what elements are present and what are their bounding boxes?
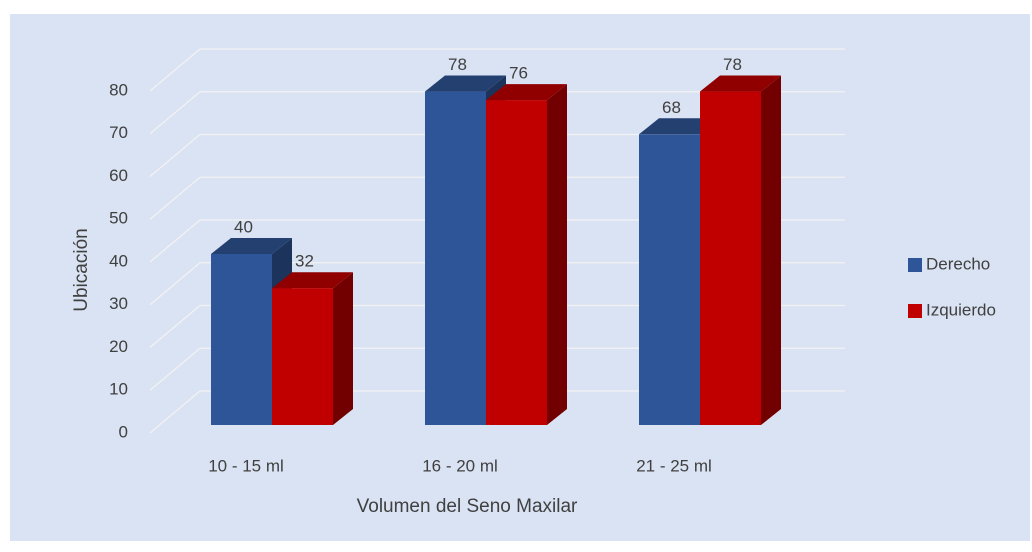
- grid-line: [149, 347, 201, 391]
- bar-face: [272, 288, 333, 425]
- grid-line: [149, 390, 201, 434]
- data-label: 76: [509, 64, 528, 83]
- grid-line: [149, 91, 201, 135]
- legend-label: Derecho: [926, 254, 990, 273]
- grid-line: [149, 262, 201, 306]
- bar-face: [700, 91, 761, 426]
- data-label: 68: [662, 98, 681, 117]
- bar-face: [700, 75, 781, 92]
- bar-face: [486, 100, 547, 425]
- data-label: 32: [295, 252, 314, 271]
- bar-face: [211, 238, 292, 254]
- bar-face: [639, 118, 720, 135]
- x-tick-label: 16 - 20 ml: [422, 456, 498, 475]
- grid-line: [149, 176, 201, 220]
- bar-face: [211, 254, 272, 425]
- data-label: 78: [723, 55, 742, 74]
- bar-face: [486, 84, 567, 101]
- bar-face: [639, 134, 700, 426]
- grid-line: [149, 134, 201, 177]
- data-label: 78: [448, 55, 467, 74]
- grid-line: [149, 219, 201, 263]
- y-tick-label: 40: [109, 251, 128, 270]
- bar-face: [761, 75, 781, 426]
- data-label: 40: [234, 217, 253, 236]
- grid-line: [149, 48, 201, 92]
- legend-swatch: [908, 258, 922, 272]
- y-axis-title: Ubicación: [71, 228, 92, 311]
- bar-face: [425, 91, 486, 426]
- bar: [272, 272, 353, 425]
- y-tick-label: 60: [109, 166, 128, 185]
- bar-face: [272, 272, 353, 289]
- y-tick-label: 30: [109, 294, 128, 313]
- y-tick-label: 80: [109, 80, 128, 99]
- legend-swatch: [908, 304, 922, 318]
- bar: [486, 84, 567, 425]
- x-tick-label: 10 - 15 ml: [208, 456, 284, 475]
- grid-line: [149, 305, 201, 348]
- bar-face: [425, 75, 506, 92]
- x-axis-title: Volumen del Seno Maxilar: [357, 496, 578, 517]
- y-tick-label: 50: [109, 209, 128, 228]
- legend-label: Izquierdo: [926, 300, 996, 319]
- bar-face: [547, 84, 567, 425]
- bar-face: [333, 272, 353, 425]
- bar: [700, 75, 781, 426]
- y-tick-label: 10: [109, 380, 128, 399]
- y-tick-label: 20: [109, 337, 128, 356]
- x-tick-label: 21 - 25 ml: [636, 456, 712, 475]
- y-tick-label: 70: [109, 123, 128, 142]
- y-tick-label: 0: [119, 422, 128, 441]
